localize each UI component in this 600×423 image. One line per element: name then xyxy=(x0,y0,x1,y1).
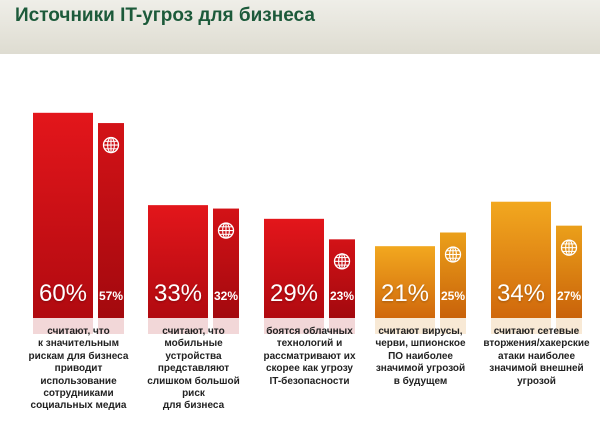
globe-icon xyxy=(217,222,235,239)
small-bar-reflection-4 xyxy=(440,318,466,334)
small-value-label: 25% xyxy=(440,289,466,303)
big-bar-2 xyxy=(148,205,208,318)
description-line: риск xyxy=(182,388,205,400)
small-bar-reflection-1 xyxy=(98,318,124,334)
big-value-label: 21% xyxy=(380,280,430,307)
small-bar-reflection-3 xyxy=(329,318,355,334)
bar-description: боятся облачных технологий и рассматривают… xyxy=(251,326,369,388)
big-bar-reflection-1 xyxy=(33,318,93,334)
description-line: мобильные xyxy=(164,338,223,350)
small-value-label: 27% xyxy=(556,289,582,303)
description-line: IT-безопасности xyxy=(269,375,350,387)
description-line: атаки наиболее xyxy=(497,350,576,362)
description-line: ПО наиболее xyxy=(388,350,453,362)
page-title: Источники IT-угроз для бизнеса xyxy=(15,5,315,26)
description-line: в будущем xyxy=(393,375,448,387)
globe-icon xyxy=(560,239,578,256)
big-bar-reflection-5 xyxy=(491,318,551,334)
small-value-label: 23% xyxy=(329,289,355,303)
description-line: значимой внешней xyxy=(489,363,584,375)
description-line: к значительным xyxy=(38,338,119,350)
big-bar-reflection-3 xyxy=(264,318,324,334)
globe-icon xyxy=(102,136,120,154)
description-line: скорее как угрозу xyxy=(266,363,353,375)
description-line: черви, шпионское xyxy=(375,338,466,350)
description-line: устройства xyxy=(165,350,222,362)
description-line: рискам для бизнеса xyxy=(28,350,129,362)
description-line: представляют xyxy=(157,363,230,375)
description-line: значимой угрозой xyxy=(375,363,466,375)
description-line: считают сетевые xyxy=(493,326,580,337)
description-line: рассматривают их xyxy=(263,350,356,362)
description-line: использование xyxy=(40,375,117,387)
globe-icon xyxy=(333,253,351,270)
bar-description: считают, что к значительным рискам для биз… xyxy=(20,326,138,413)
big-bar-reflection-4 xyxy=(375,318,435,334)
small-bar-1 xyxy=(98,123,124,318)
bar-description: считают вирусы, черви, шпионское ПО наибол… xyxy=(362,326,480,388)
big-value-label: 60% xyxy=(38,280,88,307)
big-bar-5 xyxy=(491,201,551,318)
description-line: приводит xyxy=(54,363,103,375)
big-bar-3 xyxy=(264,218,324,318)
header-band: Источники IT-угроз для бизнеса xyxy=(0,0,600,54)
description-line: считают вирусы, xyxy=(378,326,463,337)
description-line: для бизнеса xyxy=(162,400,225,412)
small-bar-reflection-5 xyxy=(556,318,582,334)
small-bar-reflection-2 xyxy=(213,318,239,334)
description-line: вторжения/хакерские xyxy=(483,338,590,350)
big-bar-reflection-2 xyxy=(148,318,208,334)
small-bar-4 xyxy=(440,232,466,318)
small-value-label: 57% xyxy=(98,289,124,303)
description-line: боятся облачных xyxy=(266,326,353,337)
big-value-label: 33% xyxy=(153,280,203,307)
small-bar-3 xyxy=(329,239,355,318)
description-line: технологий и xyxy=(276,338,343,350)
small-value-label: 32% xyxy=(213,289,239,303)
globe-icon xyxy=(444,246,462,263)
description-line: слишком большой xyxy=(147,375,240,387)
big-bar-1 xyxy=(33,112,93,318)
description-line: сотрудниками xyxy=(43,388,114,400)
big-bar-4 xyxy=(375,246,435,318)
big-value-label: 34% xyxy=(496,280,546,307)
description-line: считают, что xyxy=(162,326,225,337)
bar-description: считают сетевые вторжения/хакерские атаки … xyxy=(478,326,596,388)
bar-description: считают, что мобильные устройства представл… xyxy=(135,326,253,413)
big-value-label: 29% xyxy=(269,280,319,307)
description-line: угрозой xyxy=(517,375,556,387)
description-line: считают, что xyxy=(47,326,110,337)
description-line: социальных медиа xyxy=(30,400,127,412)
